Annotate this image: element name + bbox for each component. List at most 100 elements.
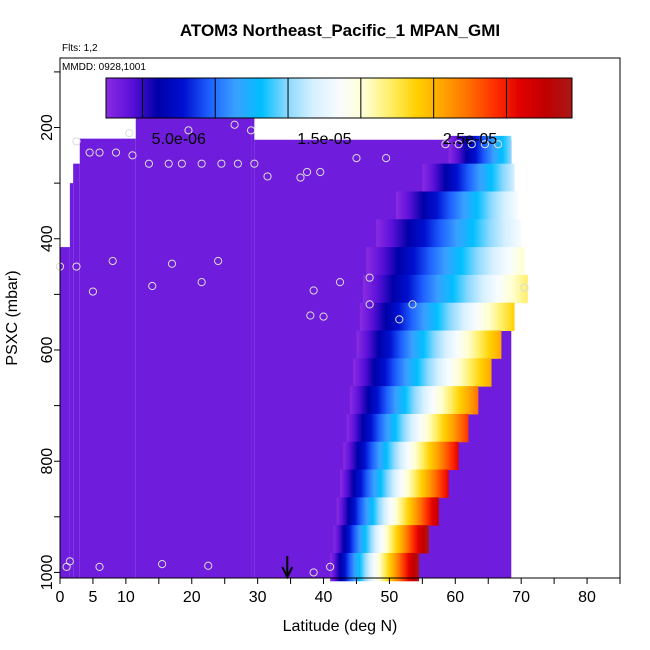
field-row	[336, 497, 439, 526]
observation-point	[382, 154, 391, 163]
x-tick-label: 40	[315, 589, 333, 606]
observation-point	[306, 311, 315, 320]
observation-point	[454, 140, 463, 149]
field-row	[422, 163, 515, 192]
background-profile-segment	[135, 113, 252, 578]
x-tick-label: 0	[56, 589, 65, 606]
observation-point	[263, 172, 272, 181]
observation-point	[520, 283, 529, 292]
observation-point	[441, 140, 450, 149]
observation-point	[217, 159, 226, 168]
field-row	[396, 191, 518, 220]
observation-point	[148, 281, 157, 291]
field-row	[376, 219, 522, 248]
observation-point	[309, 286, 318, 295]
plot-area	[55, 113, 529, 582]
observation-point	[246, 126, 256, 135]
observation-point	[480, 140, 490, 149]
background-profile-segment	[79, 138, 133, 578]
field-row	[330, 552, 420, 582]
observation-point	[467, 140, 476, 149]
field-row	[349, 386, 479, 415]
latitude-marker-arrowhead	[281, 566, 294, 580]
observation-point	[233, 159, 242, 168]
observation-point	[128, 151, 137, 160]
colorbar-tick-label: 1.5e-05	[297, 131, 351, 148]
field-row	[356, 330, 502, 359]
x-tick-label: 80	[578, 589, 596, 606]
observation-point	[352, 154, 361, 163]
field-row	[346, 413, 469, 443]
chart-title: ATOM3 Northeast_Pacific_1 MPAN_GMI	[180, 21, 500, 40]
flights-label: Flts: 1,2	[62, 43, 98, 54]
observation-point	[72, 137, 81, 146]
x-tick-label: 5	[88, 589, 97, 606]
observation-point	[316, 167, 325, 177]
y-tick-label: 600	[39, 337, 56, 364]
observation-point	[197, 278, 206, 287]
field-row	[340, 469, 449, 498]
observation-point	[65, 557, 74, 566]
x-tick-label: 70	[512, 589, 530, 606]
background-profile-segment	[73, 163, 80, 578]
observation-point	[302, 167, 312, 177]
observation-point	[144, 159, 154, 168]
observation-point	[408, 300, 417, 309]
observation-point	[326, 562, 335, 571]
x-tick-label: 30	[249, 589, 267, 606]
field-row	[359, 302, 515, 332]
y-tick-label: 800	[39, 448, 56, 475]
observation-point	[197, 159, 206, 168]
observation-point	[309, 568, 318, 577]
colorbar-ramp	[105, 77, 573, 119]
observation-point	[250, 159, 259, 168]
observation-point	[395, 315, 404, 324]
observation-point	[494, 140, 503, 149]
observation-point	[230, 120, 239, 129]
observation-point	[164, 159, 173, 168]
x-tick-label: 20	[183, 589, 201, 606]
field-row	[333, 525, 429, 554]
observation-point	[108, 256, 117, 266]
observation-point	[158, 559, 167, 569]
observation-point	[184, 126, 193, 135]
observation-point	[72, 262, 81, 271]
observation-point	[204, 561, 213, 570]
observation-point	[95, 562, 104, 571]
observation-point	[296, 173, 305, 182]
x-tick-label: 60	[446, 589, 464, 606]
background-profile-segment	[251, 113, 255, 578]
observation-point	[85, 148, 94, 157]
observation-point	[177, 159, 186, 168]
field-row	[343, 441, 459, 471]
background-profile-segment	[69, 183, 74, 579]
observation-point	[335, 278, 345, 287]
observation-point	[319, 312, 328, 321]
field-row	[366, 247, 525, 276]
colorbar-tick-label: 5.0e-06	[152, 131, 206, 148]
colorbar: 5.0e-06 1.5e-05 2.5e-05	[105, 77, 573, 148]
x-axis-label: Latitude (deg N)	[283, 618, 398, 635]
observation-point	[111, 148, 121, 157]
date-label: MMDD: 0928,1001	[62, 62, 146, 73]
x-tick-label: 50	[381, 589, 399, 606]
observation-point	[125, 128, 134, 138]
observation-point	[365, 273, 374, 282]
x-tick-label: 10	[117, 589, 135, 606]
y-tick-label: 1000	[39, 555, 56, 591]
field-row	[363, 274, 528, 304]
colorbar-tick-label: 2.5e-05	[443, 131, 497, 148]
observation-point	[95, 148, 104, 157]
background-profile-segment	[60, 247, 70, 578]
observation-point	[167, 259, 177, 268]
y-tick-label: 200	[39, 114, 56, 141]
observation-point	[214, 256, 223, 266]
observation-point	[88, 287, 98, 296]
y-tick-label: 400	[39, 225, 56, 252]
y-axis-label: PSXC (mbar)	[4, 270, 21, 365]
background-profile-segment	[132, 138, 136, 578]
plot-frame	[59, 57, 621, 579]
observation-point	[365, 300, 374, 309]
axes: 0 5 10 20 30 40 50 60 70 80 200 400 600 800 1000	[39, 57, 621, 606]
